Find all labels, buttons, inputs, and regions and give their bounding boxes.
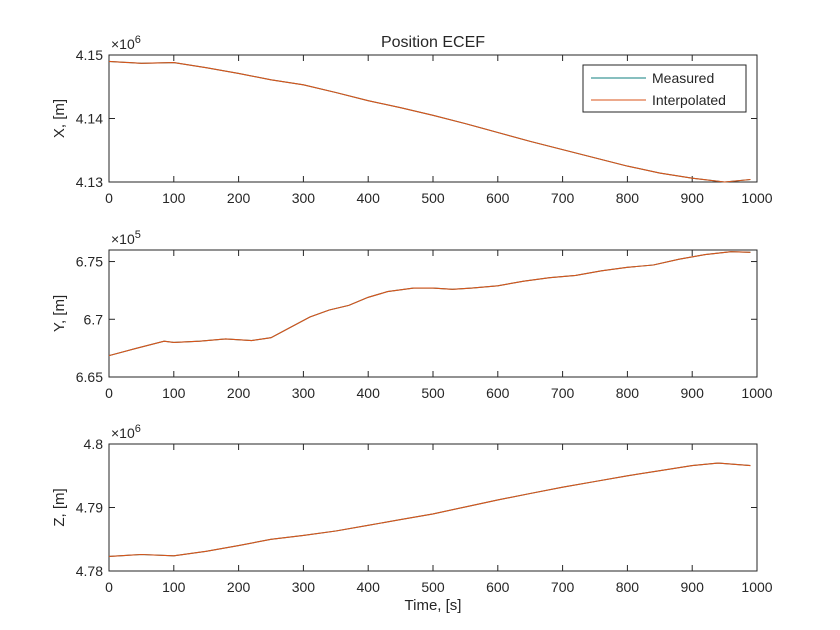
- y-tick-label: 4.78: [76, 563, 103, 579]
- y-tick-label: 6.7: [84, 311, 104, 327]
- axes-frame: [108, 249, 758, 378]
- x-tick-label: 300: [292, 579, 316, 595]
- legend-entry-label: Interpolated: [652, 92, 726, 108]
- x-axis-label: Time, [s]: [405, 597, 462, 614]
- y-axis-label: Y, [m]: [51, 295, 68, 332]
- y-tick-label: 4.8: [84, 436, 104, 452]
- series-line-interpolated: [108, 60, 751, 183]
- x-tick-label: 1000: [741, 385, 772, 401]
- x-tick-label: 600: [486, 385, 510, 401]
- x-tick-label: 800: [616, 579, 640, 595]
- x-tick-label: 600: [486, 579, 510, 595]
- x-tick-label: 400: [357, 579, 381, 595]
- x-tick-label: 700: [551, 190, 575, 206]
- y-tick-label: 4.13: [76, 174, 103, 190]
- x-tick-label: 900: [681, 385, 705, 401]
- subplot-3: 0 100 200 300 400 500 600 700 800 900 1000 4.78 4.79…: [51, 423, 773, 614]
- x-tick-label: 900: [681, 190, 705, 206]
- x-tick-label: 200: [227, 190, 251, 206]
- y-exponent-label: ×106: [111, 423, 141, 441]
- y-tick-label: 4.15: [76, 47, 103, 63]
- x-tick-label: 500: [421, 190, 445, 206]
- subplot-2: 0 100 200 300 400 500 600 700 800 900 1000 6.65 6.7 6…: [51, 229, 773, 401]
- x-tick-label: 700: [551, 385, 575, 401]
- y-exponent-label: ×105: [111, 229, 141, 247]
- y-exponent-label: ×106: [111, 34, 141, 52]
- x-tick-label: 0: [105, 579, 113, 595]
- y-axis-label: X, [m]: [51, 99, 68, 138]
- x-tick-label: 400: [357, 190, 381, 206]
- legend: Measured Interpolated: [582, 64, 747, 113]
- x-tick-label: 300: [292, 385, 316, 401]
- x-tick-label: 900: [681, 579, 705, 595]
- axes-frame: [108, 443, 758, 572]
- x-tick-label: 500: [421, 579, 445, 595]
- legend-box: [582, 64, 747, 113]
- y-tick-label: 6.75: [76, 254, 103, 270]
- subplot-1: 0 100 200 300 400 500 600 700 800 900 1000 4.13 4.14…: [51, 34, 773, 206]
- x-tick-label: 300: [292, 190, 316, 206]
- x-tick-label: 100: [162, 579, 186, 595]
- x-tick-label: 100: [162, 190, 186, 206]
- x-tick-label: 200: [227, 385, 251, 401]
- y-tick-label: 6.65: [76, 369, 103, 385]
- x-tick-label: 0: [105, 385, 113, 401]
- y-axis-label: Z, [m]: [51, 488, 68, 526]
- x-tick-label: 600: [486, 190, 510, 206]
- x-tick-label: 1000: [741, 190, 772, 206]
- chart-title: Position ECEF: [381, 34, 485, 51]
- y-tick-label: 4.14: [76, 111, 103, 127]
- x-tick-label: 700: [551, 579, 575, 595]
- series-line-interpolated: [108, 251, 751, 357]
- x-tick-label: 200: [227, 579, 251, 595]
- x-tick-label: 1000: [741, 579, 772, 595]
- x-tick-label: 400: [357, 385, 381, 401]
- legend-entry-label: Measured: [652, 70, 714, 86]
- x-tick-label: 100: [162, 385, 186, 401]
- x-tick-label: 0: [105, 190, 113, 206]
- x-tick-label: 800: [616, 190, 640, 206]
- y-tick-label: 4.79: [76, 500, 103, 516]
- x-tick-label: 500: [421, 385, 445, 401]
- series-line-interpolated: [108, 462, 751, 557]
- x-tick-label: 800: [616, 385, 640, 401]
